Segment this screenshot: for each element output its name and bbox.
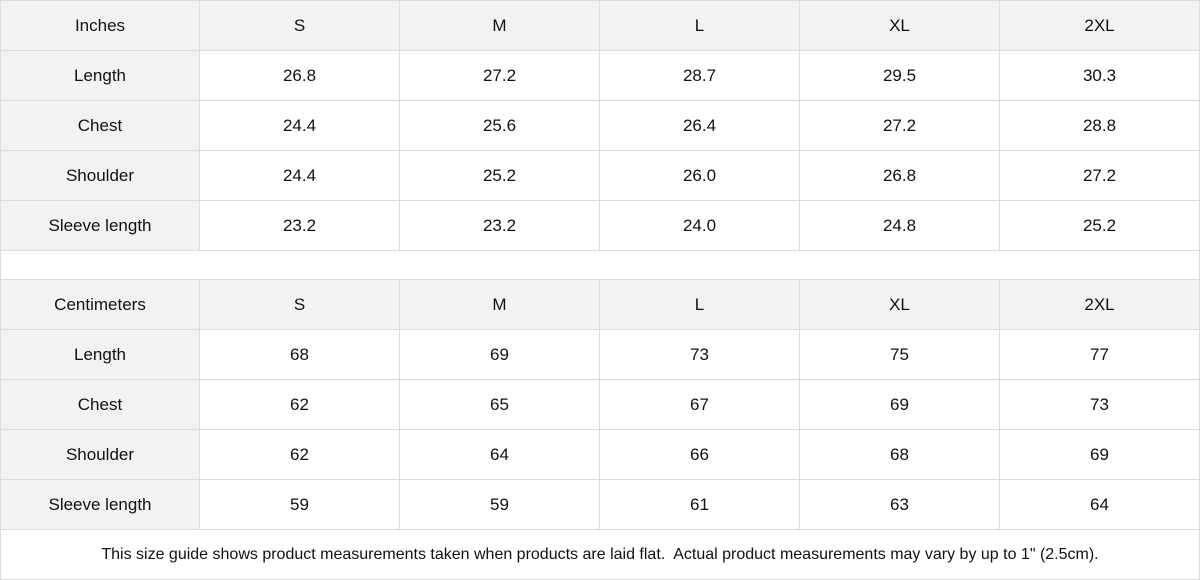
measurement-cell: 68 [800,430,1000,480]
size-header: M [400,1,600,51]
size-header: XL [800,1,1000,51]
measurement-cell: 69 [1000,430,1200,480]
row-label: Sleeve length [0,480,200,530]
measurement-cell: 26.4 [600,101,800,151]
row-label: Length [0,330,200,380]
measurement-cell: 27.2 [1000,151,1200,201]
size-header: 2XL [1000,1,1200,51]
row-label: Length [0,51,200,101]
measurement-cell: 27.2 [800,101,1000,151]
size-header: S [200,1,400,51]
measurement-cell: 28.7 [600,51,800,101]
measurement-cell: 30.3 [1000,51,1200,101]
row-label: Shoulder [0,151,200,201]
measurement-cell: 64 [400,430,600,480]
measurement-cell: 59 [200,480,400,530]
measurement-cell: 73 [1000,380,1200,430]
measurement-cell: 66 [600,430,800,480]
measurement-cell: 24.4 [200,101,400,151]
size-guide-note: This size guide shows product measuremen… [0,530,1200,580]
inches-size-table: Inches S M L XL 2XL Length 26.8 27.2 28.7 29.5 30.3… [0,0,1200,251]
size-header: L [600,280,800,330]
measurement-cell: 25.2 [400,151,600,201]
row-label: Chest [0,101,200,151]
centimeters-size-table: Centimeters S M L XL 2XL Length 68 69 73 75 77 Chest… [0,280,1200,530]
measurement-cell: 73 [600,330,800,380]
measurement-cell: 23.2 [400,201,600,251]
size-header: XL [800,280,1000,330]
measurement-cell: 24.4 [200,151,400,201]
unit-header: Centimeters [0,280,200,330]
measurement-cell: 29.5 [800,51,1000,101]
measurement-cell: 28.8 [1000,101,1200,151]
measurement-cell: 75 [800,330,1000,380]
measurement-cell: 61 [600,480,800,530]
measurement-cell: 67 [600,380,800,430]
measurement-cell: 69 [400,330,600,380]
row-label: Sleeve length [0,201,200,251]
measurement-cell: 26.8 [800,151,1000,201]
measurement-cell: 23.2 [200,201,400,251]
measurement-cell: 63 [800,480,1000,530]
measurement-cell: 26.8 [200,51,400,101]
measurement-cell: 25.2 [1000,201,1200,251]
unit-header: Inches [0,1,200,51]
measurement-cell: 24.0 [600,201,800,251]
measurement-cell: 25.6 [400,101,600,151]
measurement-cell: 64 [1000,480,1200,530]
row-label: Chest [0,380,200,430]
measurement-cell: 59 [400,480,600,530]
measurement-cell: 26.0 [600,151,800,201]
size-header: S [200,280,400,330]
size-header: M [400,280,600,330]
measurement-cell: 27.2 [400,51,600,101]
row-label: Shoulder [0,430,200,480]
measurement-cell: 65 [400,380,600,430]
measurement-cell: 62 [200,380,400,430]
size-header: 2XL [1000,280,1200,330]
table-spacer [0,250,1200,280]
measurement-cell: 69 [800,380,1000,430]
measurement-cell: 24.8 [800,201,1000,251]
size-header: L [600,1,800,51]
measurement-cell: 62 [200,430,400,480]
measurement-cell: 68 [200,330,400,380]
measurement-cell: 77 [1000,330,1200,380]
